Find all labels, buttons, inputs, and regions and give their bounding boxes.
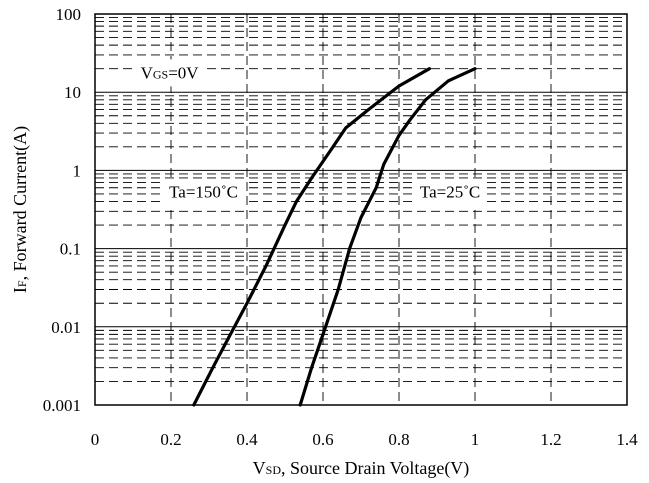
annotation-text: Ta=25˚C <box>420 183 480 202</box>
x-axis-label-sub: SD <box>266 463 282 477</box>
x-tick-label: 1 <box>471 430 480 449</box>
annotation-main: V <box>141 63 154 82</box>
y-axis-label-sub: F <box>15 280 29 287</box>
annotation-bg <box>413 178 487 206</box>
y-tick-label: 100 <box>56 5 82 24</box>
annotation-rest: ˚C <box>221 183 238 202</box>
x-tick-label: 0.6 <box>312 430 333 449</box>
y-tick-label: 0.01 <box>51 318 81 337</box>
y-tick-label: 0.001 <box>43 396 81 415</box>
series-line-ta-150-c <box>192 67 431 407</box>
annotation-ta150: Ta=150˚C <box>163 178 244 206</box>
y-axis-label-main: I <box>10 287 30 293</box>
y-axis-label: IF, Forward Current(A) <box>10 126 31 293</box>
annotation-sub: GS <box>153 67 168 81</box>
y-tick-label: 0.1 <box>60 240 81 259</box>
annotation-main: Ta=150 <box>169 183 221 202</box>
x-tick-labels: 0 0.2 0.4 0.6 0.8 1 1.2 1.4 <box>91 430 638 449</box>
x-axis-label-main: V <box>253 458 266 478</box>
annotation-text: VGS=0V <box>141 63 200 82</box>
x-tick-label: 1.2 <box>540 430 561 449</box>
annotation-bg <box>134 59 206 87</box>
major-gridlines <box>95 14 627 405</box>
x-tick-label: 0.4 <box>236 430 258 449</box>
series-line-ta-25-c <box>298 67 477 407</box>
x-tick-label: 0 <box>91 430 100 449</box>
y-axis-label-rest: , Forward Current(A) <box>10 126 31 280</box>
x-axis-label-rest: , Source Drain Voltage(V) <box>281 458 469 479</box>
x-tick-label: 1.4 <box>616 430 638 449</box>
annotation-rest: =0V <box>168 63 199 82</box>
x-tick-label: 0.2 <box>160 430 181 449</box>
y-tick-labels: 0.001 0.01 0.1 1 10 100 <box>43 5 81 415</box>
x-tick-label: 0.8 <box>388 430 409 449</box>
plot-frame <box>94 13 628 406</box>
annotation-rest: ˚C <box>463 183 480 202</box>
annotation-main: Ta=25 <box>420 183 463 202</box>
series-lines <box>192 67 477 407</box>
x-axis-label: VSD, Source Drain Voltage(V) <box>253 458 470 479</box>
annotation-ta25: Ta=25˚C <box>413 178 487 206</box>
y-tick-label: 10 <box>64 83 81 102</box>
annotation-text: Ta=150˚C <box>169 183 238 202</box>
annotation-bg <box>163 178 244 206</box>
y-tick-label: 1 <box>73 161 82 180</box>
annotation-vgs: VGS=0V <box>134 59 206 87</box>
